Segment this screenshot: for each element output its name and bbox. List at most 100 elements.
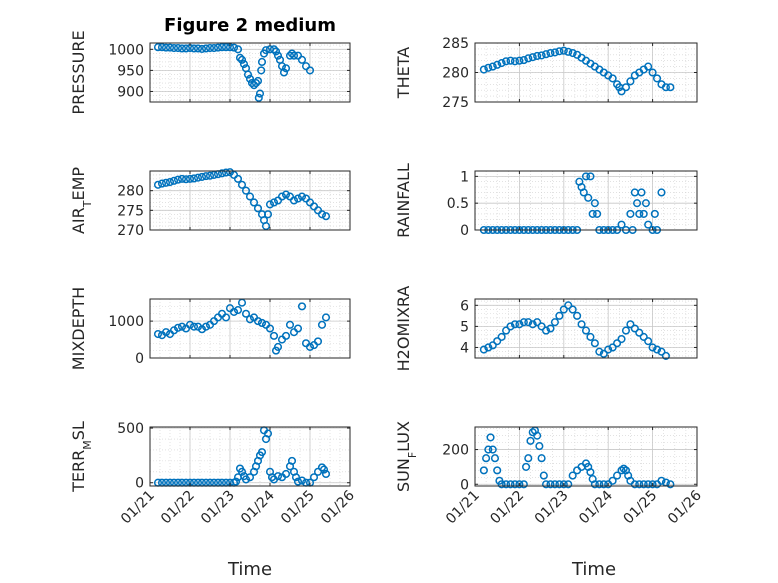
- data-point: [231, 477, 241, 486]
- data-point: [233, 306, 243, 315]
- data-point: [289, 196, 299, 205]
- data-point: [205, 44, 215, 53]
- y-tick-label: 0.5: [447, 196, 469, 212]
- data-point: [169, 44, 179, 53]
- data-point: [488, 62, 497, 71]
- subplot-7: 0 500 01/21 01/22 01/23 01/24 01/25 01/26 TERRMS…: [69, 421, 358, 580]
- data-point: [506, 480, 515, 489]
- data-point: [153, 43, 163, 52]
- data-point: [297, 192, 307, 201]
- data-point: [526, 436, 535, 445]
- data-point: [510, 480, 520, 489]
- data-point: [524, 318, 533, 327]
- data-point: [613, 339, 622, 348]
- data-point: [261, 46, 271, 55]
- subplot-8: 0 200 01/21 01/22 01/23 01/24 01/25 01/26 SUNFLU…: [394, 421, 705, 580]
- data-point: [555, 311, 564, 320]
- y-tick-label: 270: [117, 223, 144, 239]
- data-point: [652, 74, 662, 83]
- data-point: [515, 56, 524, 65]
- x-tick-label: 01/21: [118, 488, 158, 528]
- data-point: [209, 170, 219, 179]
- data-point: [181, 175, 191, 184]
- y-tick-label: 500: [117, 421, 144, 437]
- y-tick-label: 1000: [108, 42, 144, 58]
- data-point: [652, 345, 662, 354]
- data-point: [604, 345, 613, 354]
- data-point: [502, 480, 511, 489]
- data-point: [635, 209, 644, 218]
- data-point: [599, 480, 608, 489]
- data-point: [213, 43, 223, 52]
- x-axis-label: Time: [571, 559, 616, 580]
- data-point: [209, 44, 219, 53]
- data-point: [639, 480, 648, 489]
- plot-area: [150, 427, 350, 486]
- data-point: [317, 463, 327, 472]
- data-point: [497, 480, 506, 489]
- data-point: [639, 209, 648, 218]
- data-point: [626, 77, 635, 86]
- data-point: [630, 480, 639, 489]
- data-point: [493, 337, 502, 346]
- data-point: [541, 480, 551, 489]
- data-point: [281, 64, 291, 73]
- data-point: [157, 179, 167, 188]
- data-point: [309, 473, 319, 482]
- data-point: [249, 198, 259, 207]
- data-point: [229, 307, 239, 316]
- data-point: [153, 329, 163, 339]
- data-point: [546, 324, 555, 333]
- y-tick-label: 285: [442, 36, 469, 52]
- data-point: [253, 76, 263, 85]
- data-point: [241, 309, 251, 318]
- data-point: [257, 448, 267, 457]
- data-point: [293, 477, 303, 486]
- data-point: [493, 60, 502, 69]
- data-point: [193, 173, 203, 182]
- x-tick-label: 01/26: [665, 487, 705, 527]
- data-point: [581, 172, 591, 181]
- x-tick-label: 01/22: [487, 488, 527, 528]
- data-point: [317, 320, 327, 329]
- data-point: [177, 322, 187, 331]
- data-point: [510, 320, 520, 329]
- data-point: [221, 43, 231, 52]
- axes-box: [149, 170, 351, 231]
- data-point: [581, 326, 591, 335]
- data-point: [177, 174, 187, 183]
- data-point: [564, 301, 573, 310]
- y-tick-label: 280: [117, 184, 144, 200]
- data-point: [235, 53, 245, 62]
- data-point: [281, 469, 291, 479]
- subplot-3: 270 275 280 AIRTEMP: [69, 167, 351, 239]
- data-point: [608, 343, 617, 352]
- data-point: [253, 204, 263, 213]
- data-point: [506, 322, 515, 331]
- data-point: [265, 200, 275, 209]
- data-point: [484, 445, 493, 454]
- data-point: [550, 480, 559, 489]
- data-point: [305, 342, 315, 351]
- data-point: [285, 51, 295, 60]
- data-point: [273, 342, 283, 351]
- data-point: [281, 331, 291, 340]
- data-point: [537, 322, 546, 331]
- data-point: [287, 456, 297, 465]
- data-point: [237, 467, 247, 476]
- data-point: [273, 472, 283, 481]
- data-point: [479, 466, 488, 475]
- data-point: [637, 188, 646, 197]
- y-tick-label: 5: [460, 319, 469, 335]
- data-point: [305, 66, 315, 75]
- data-point: [293, 51, 303, 60]
- data-point: [484, 343, 493, 352]
- data-point: [293, 194, 303, 203]
- data-point: [568, 48, 577, 58]
- data-point: [564, 47, 573, 56]
- data-point: [189, 322, 199, 331]
- subplot-5: 0 1000 MIXDEPTH: [69, 287, 351, 370]
- data-point: [590, 339, 599, 348]
- data-point: [254, 93, 263, 102]
- data-point: [661, 351, 670, 360]
